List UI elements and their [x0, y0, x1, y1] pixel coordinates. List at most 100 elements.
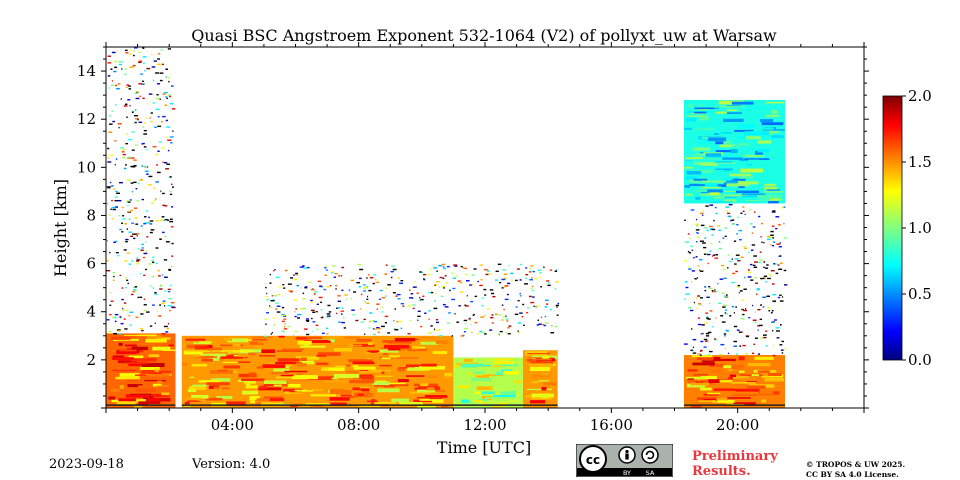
heatmap-cell [208, 347, 222, 351]
heatmap-cell [139, 95, 141, 98]
heatmap-cell [420, 298, 424, 301]
heatmap-cell [143, 122, 146, 124]
heatmap-cell [700, 304, 702, 306]
heatmap-cell [697, 265, 699, 267]
heatmap-cell [127, 204, 129, 207]
heatmap-cell [150, 202, 154, 204]
heatmap-cell [464, 273, 468, 276]
heatmap-cell [119, 373, 140, 377]
heatmap-cell [321, 367, 345, 371]
heatmap-cell [692, 170, 713, 173]
heatmap-cell [738, 143, 751, 147]
heatmap-cell [779, 344, 783, 346]
heatmap-cell [275, 276, 279, 279]
heatmap-cell [116, 88, 120, 90]
heatmap-cell [505, 331, 508, 334]
heatmap-cell [155, 247, 159, 249]
heatmap-cell [464, 305, 469, 307]
heatmap-cell [137, 248, 140, 250]
heatmap-cell [167, 48, 171, 50]
heatmap-cell [700, 387, 712, 391]
heatmap-cell [688, 268, 692, 270]
heatmap-cell [141, 329, 144, 332]
heatmap-cell [375, 281, 380, 284]
heatmap-cell [455, 366, 477, 370]
heatmap-cell [154, 153, 159, 156]
heatmap-cell [363, 287, 366, 290]
heatmap-cell [198, 380, 221, 383]
heatmap-cell [381, 297, 386, 299]
heatmap-cell [777, 296, 781, 299]
heatmap-cell [138, 385, 152, 388]
heatmap-cell [700, 375, 717, 380]
heatmap-cell [115, 158, 118, 160]
heatmap-cell [143, 165, 147, 168]
heatmap-cell [200, 353, 226, 358]
heatmap-cell [719, 162, 736, 164]
heatmap-cell [700, 297, 703, 299]
heatmap-cell [167, 139, 172, 141]
heatmap-cell [741, 308, 744, 311]
heatmap-cell [152, 304, 155, 306]
heatmap-cell [744, 247, 748, 249]
heatmap-cell [709, 225, 713, 228]
heatmap-cell [472, 371, 486, 375]
heatmap-cell [219, 358, 225, 361]
heatmap-cell [115, 190, 118, 193]
y-tick-label: 10 [77, 158, 96, 176]
heatmap-cell [121, 157, 126, 159]
heatmap-cell [407, 333, 411, 335]
heatmap-cell [269, 306, 272, 309]
heatmap-cell [284, 370, 308, 373]
heatmap-cell [156, 164, 159, 166]
heatmap-cell [763, 261, 766, 263]
heatmap-cell [238, 361, 251, 363]
heatmap-cell [385, 295, 387, 297]
heatmap-cell [352, 361, 375, 365]
heatmap-cell [133, 121, 135, 124]
heatmap-cell [155, 72, 160, 74]
heatmap-cell [112, 357, 134, 360]
heatmap-cell [166, 163, 171, 166]
heatmap-cell [164, 305, 166, 307]
heatmap-cell [723, 118, 744, 122]
heatmap-cell [110, 208, 112, 211]
heatmap-cell [525, 273, 529, 276]
heatmap-cell [709, 310, 713, 312]
heatmap-cell [784, 284, 788, 286]
heatmap-cell [427, 375, 438, 379]
heatmap-cell [517, 322, 521, 324]
heatmap-cell [146, 335, 162, 339]
heatmap-cell [499, 330, 503, 333]
heatmap-cell [149, 325, 153, 327]
heatmap-cell [119, 228, 122, 231]
heatmap-cell [488, 402, 510, 405]
heatmap-cell [400, 302, 404, 305]
heatmap-cell [338, 275, 340, 277]
heatmap-cell [458, 305, 461, 307]
heatmap-cell [703, 399, 728, 401]
heatmap-cell [474, 321, 478, 324]
heatmap-cell [700, 340, 704, 343]
colorbar [882, 95, 903, 361]
heatmap-cell [442, 353, 452, 357]
heatmap-cell [106, 259, 109, 262]
heatmap-cell [720, 343, 725, 346]
heatmap-cell [482, 369, 490, 371]
heatmap-cell [508, 325, 512, 327]
heatmap-cell [519, 312, 523, 314]
heatmap-cell [422, 273, 427, 276]
heatmap-cell [514, 279, 518, 282]
heatmap-cell [430, 291, 434, 294]
heatmap-cell [205, 397, 223, 401]
heatmap-cell [391, 265, 395, 267]
heatmap-cell [126, 133, 128, 135]
heatmap-cell [452, 287, 456, 290]
heatmap-cell [765, 267, 769, 269]
heatmap-cell [167, 290, 171, 293]
heatmap-cell [132, 54, 135, 57]
heatmap-cell [720, 315, 724, 317]
heatmap-cell [127, 156, 131, 158]
heatmap-cell [149, 117, 151, 119]
heatmap-cell [167, 305, 172, 307]
